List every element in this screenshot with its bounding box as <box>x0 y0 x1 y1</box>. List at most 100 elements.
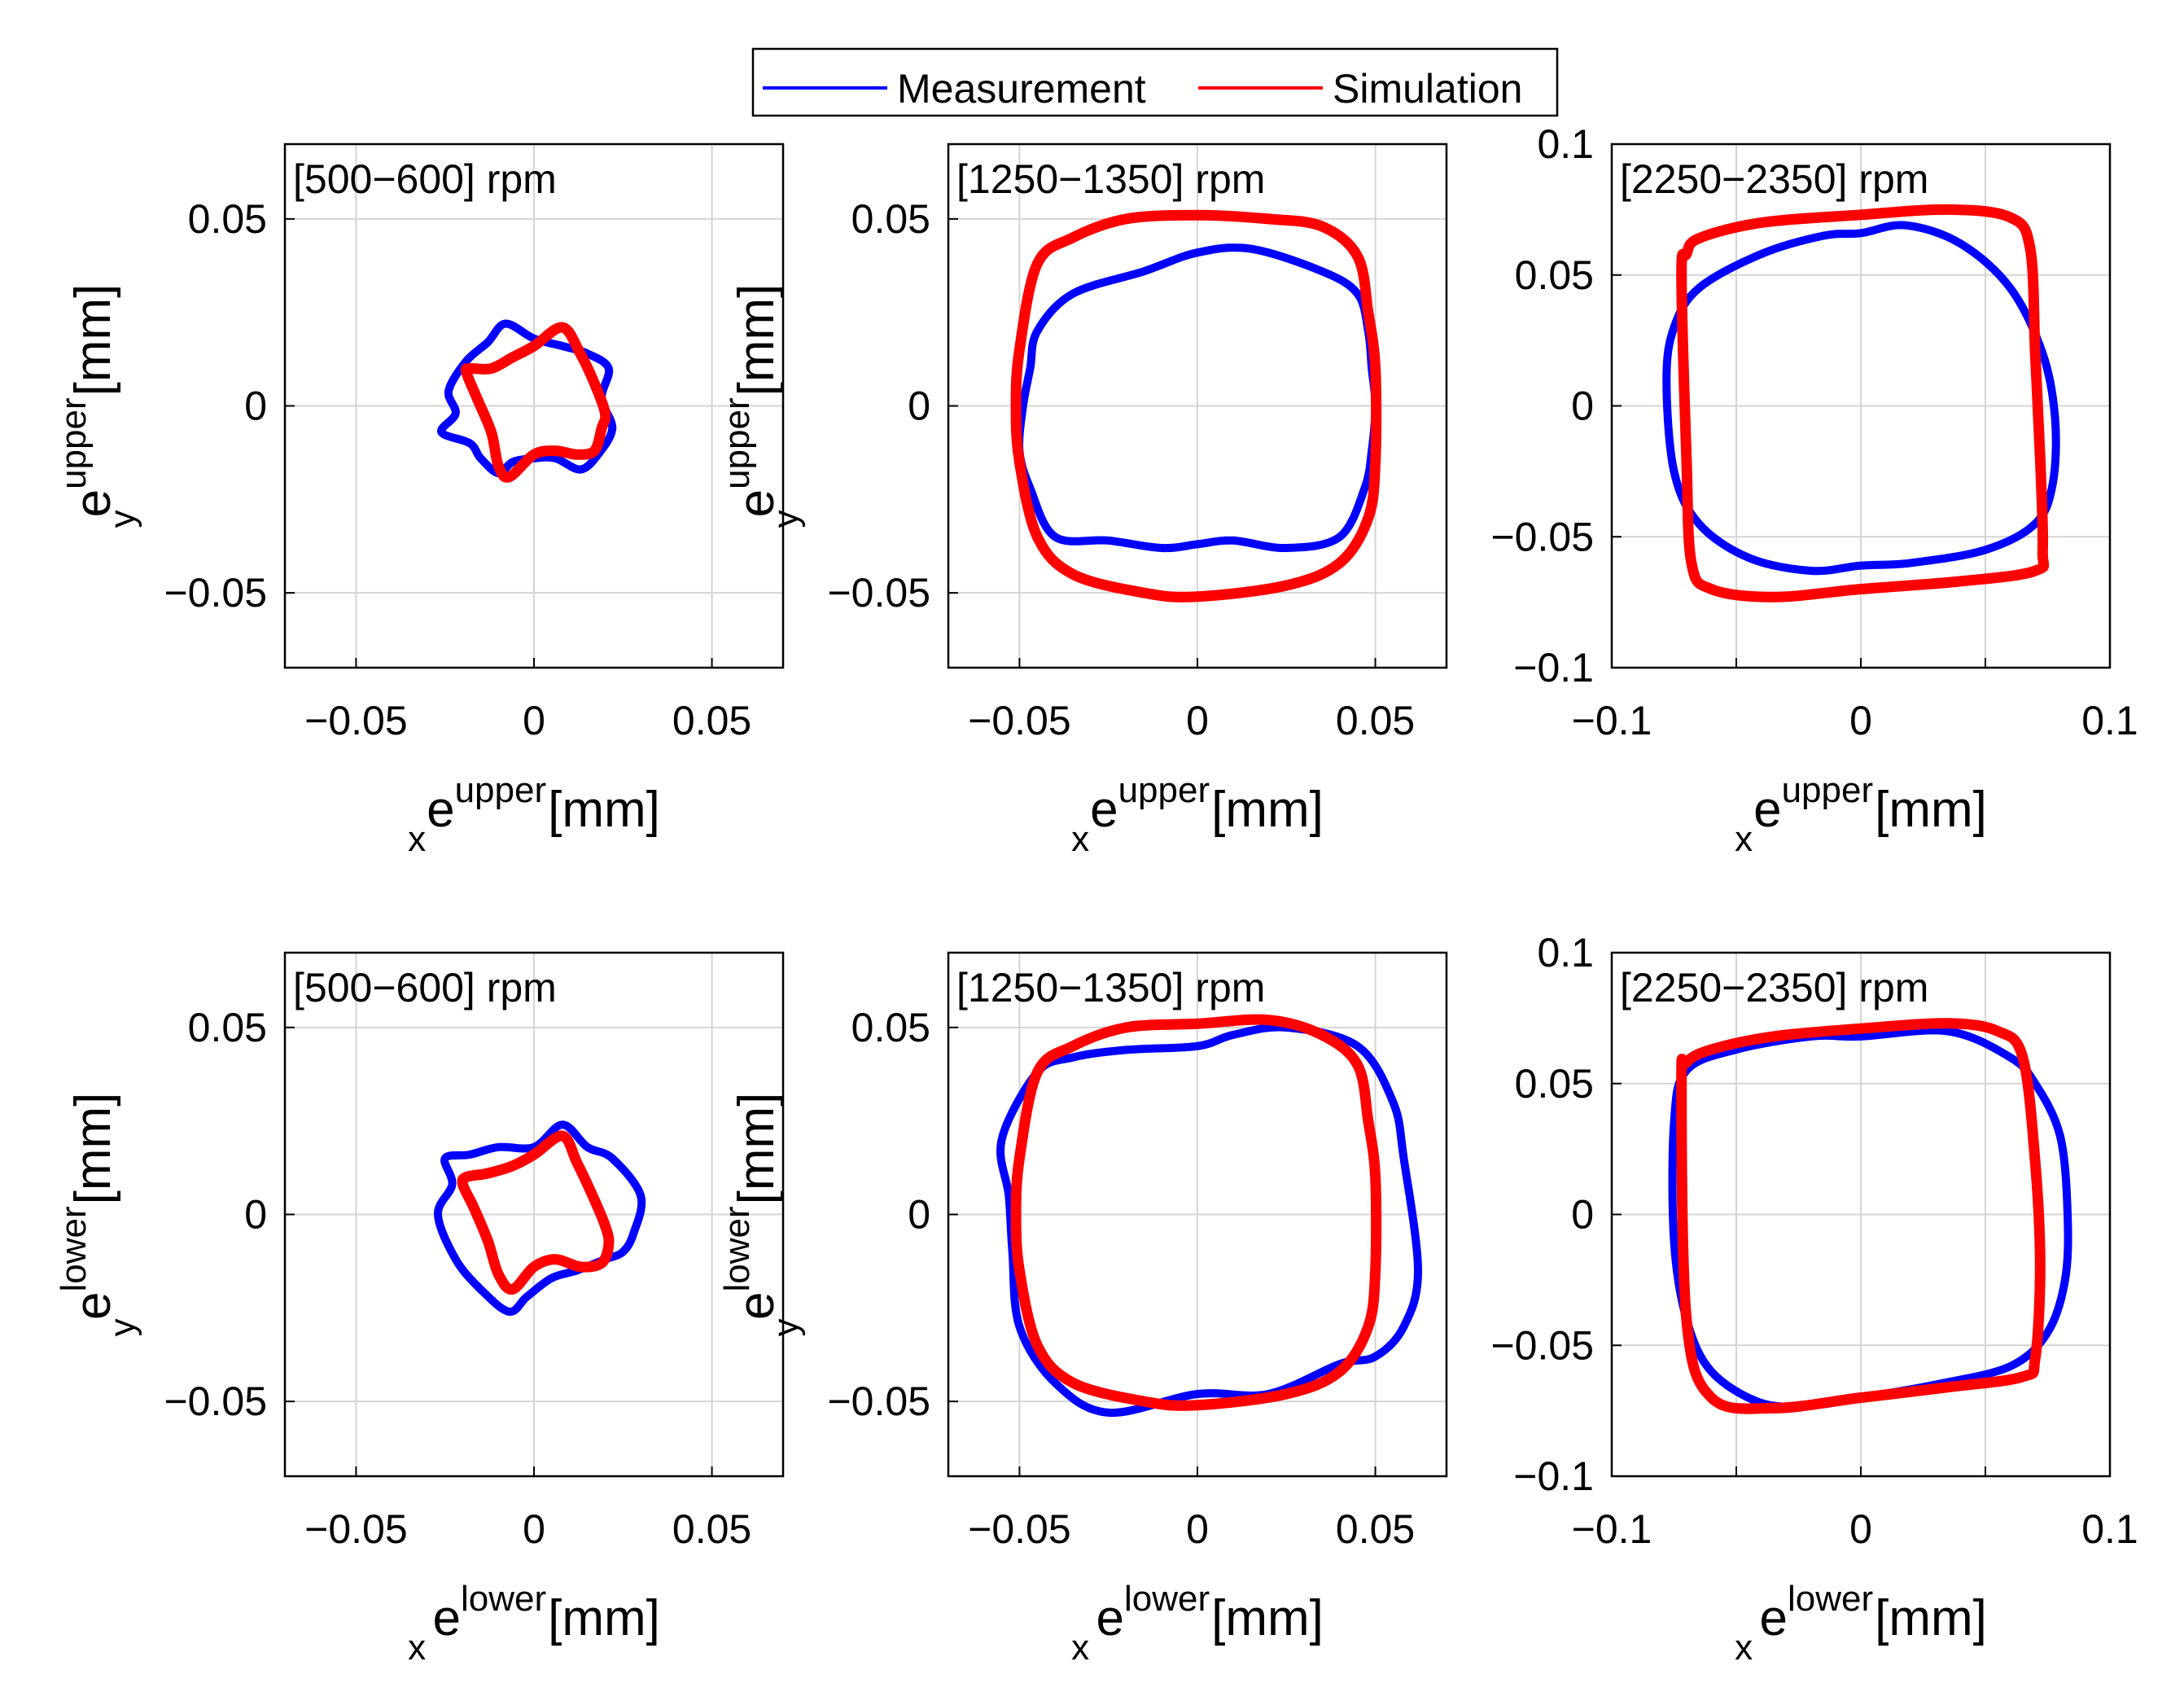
x-tick-label: 0 <box>523 1506 545 1552</box>
y-tick-label: 0 <box>1571 1192 1594 1238</box>
x-axis-label: elower x [mm] <box>1071 1579 1324 1668</box>
measurement-curve <box>1662 221 2060 576</box>
y-axis-label-base: e <box>729 489 785 517</box>
panel-title: [2250−2350] rpm <box>1620 965 1928 1010</box>
y-tick-label: −0.05 <box>164 570 267 616</box>
y-tick-label: 0 <box>244 384 267 429</box>
x-tick-label: 0.05 <box>1336 698 1415 743</box>
x-axis-label-base: e <box>432 1590 460 1646</box>
legend-box <box>751 47 1559 117</box>
y-tick-label: −0.1 <box>1513 1453 1594 1499</box>
x-axis-label-sup: upper <box>1782 770 1874 810</box>
y-tick-label: 0 <box>244 1192 267 1238</box>
y-axis-label-sup: lower <box>717 1206 757 1291</box>
y-axis-label-unit: [mm] <box>65 284 121 397</box>
plot-frame <box>1610 142 2112 669</box>
panel-title: [1250−1350] rpm <box>956 965 1265 1010</box>
x-axis-label: elower x [mm] <box>408 1579 660 1668</box>
panel-upper-3: −0.1 0 0.1 −0.1 −0.05 0 0.05 0.1 [2250−2350] rpm… <box>1490 121 2138 859</box>
x-axis-label-base: e <box>427 782 454 838</box>
x-axis-label-sup: lower <box>1124 1579 1210 1619</box>
x-tick-label: −0.1 <box>1572 1506 1652 1552</box>
panel-title: [2250−2350] rpm <box>1620 156 1928 202</box>
measurement-curve <box>437 319 617 478</box>
x-tick-label: −0.05 <box>304 698 408 743</box>
y-axis-label-sup: upper <box>717 397 757 489</box>
x-tick-label: 0 <box>1849 1506 1872 1552</box>
y-tick-label: 0 <box>908 1192 930 1238</box>
x-axis-label-sup: lower <box>461 1579 546 1619</box>
x-axis-label-base: e <box>1759 1590 1787 1646</box>
y-axis-label-base: e <box>729 1292 785 1320</box>
y-axis-label: eupper y [mm] <box>54 284 142 528</box>
x-axis-label-sub: x <box>1071 819 1089 859</box>
legend-simulation-label: Simulation <box>1333 66 1522 112</box>
x-tick-label: 0.1 <box>2081 1506 2138 1552</box>
x-axis-label: eupper x [mm] <box>1071 770 1324 859</box>
y-tick-label: 0.05 <box>1515 1061 1594 1107</box>
y-axis-label-sub: y <box>103 1318 142 1336</box>
y-tick-label: −0.1 <box>1513 645 1594 690</box>
y-tick-label: 0.1 <box>1537 121 1594 167</box>
y-tick-label: −0.05 <box>827 1379 930 1424</box>
y-tick-label: 0.05 <box>1515 252 1594 298</box>
y-tick-label: 0.05 <box>851 196 930 242</box>
x-tick-label: −0.05 <box>968 698 1071 743</box>
y-tick-label: −0.05 <box>1490 514 1594 559</box>
y-axis-label-unit: [mm] <box>65 1093 121 1205</box>
x-axis-label-sup: upper <box>1118 770 1210 810</box>
x-axis-label-unit: [mm] <box>1875 1590 1987 1646</box>
panel-title: [500−600] rpm <box>293 156 557 202</box>
y-axis-label-unit: [mm] <box>729 1093 785 1205</box>
x-tick-label: 0.05 <box>672 1506 751 1552</box>
x-axis-label-unit: [mm] <box>548 1590 660 1646</box>
simulation-curve <box>1676 204 2050 603</box>
y-tick-label: −0.05 <box>827 570 930 616</box>
y-axis-label-unit: [mm] <box>729 284 785 397</box>
x-axis-label-base: e <box>1753 782 1781 838</box>
simulation-curve <box>460 322 611 483</box>
y-tick-label: 0.1 <box>1537 930 1594 975</box>
x-tick-label: −0.05 <box>968 1506 1071 1552</box>
y-tick-label: −0.05 <box>1490 1322 1594 1368</box>
x-axis-label-sup: lower <box>1788 1579 1873 1619</box>
simulation-curve <box>1010 209 1382 603</box>
plot-frame <box>1610 951 2112 1478</box>
plot-frame <box>283 142 785 669</box>
x-tick-label: 0 <box>1849 698 1872 743</box>
x-tick-label: 0 <box>1186 1506 1209 1552</box>
x-axis-label: elower x [mm] <box>1735 1579 1987 1668</box>
y-tick-label: 0.05 <box>188 1005 267 1050</box>
x-axis-label: eupper x [mm] <box>408 770 660 859</box>
measurement-curve <box>434 1120 646 1316</box>
y-tick-label: 0 <box>908 384 930 429</box>
x-axis-label-unit: [mm] <box>548 782 660 838</box>
plot-frame <box>283 951 785 1478</box>
y-tick-label: 0.05 <box>188 196 267 242</box>
y-axis-label-base: e <box>65 489 121 517</box>
x-tick-label: 0.05 <box>1336 1506 1415 1552</box>
simulation-curve <box>1676 1018 2046 1414</box>
x-axis-label-unit: [mm] <box>1211 782 1324 838</box>
measurement-curve <box>996 1023 1422 1417</box>
y-axis-label-sup: lower <box>54 1206 94 1291</box>
y-axis-label-sub: y <box>766 1318 806 1336</box>
simulation-curve <box>457 1130 615 1295</box>
x-tick-label: −0.05 <box>304 1506 408 1552</box>
panel-title: [500−600] rpm <box>293 965 557 1010</box>
y-axis-label: elower y [mm] <box>54 1093 142 1337</box>
simulation-curve <box>1010 1014 1382 1411</box>
y-tick-label: 0 <box>1571 384 1594 429</box>
panel-lower-3: −0.1 0 0.1 −0.1 −0.05 0 0.05 0.1 [2250−2350] rpm… <box>1490 930 2138 1668</box>
x-axis-label-base: e <box>1096 1590 1123 1646</box>
x-axis-label-sub: x <box>1735 819 1753 859</box>
x-axis-label-base: e <box>1090 782 1118 838</box>
legend: Measurement Simulation <box>751 47 1559 117</box>
x-tick-label: 0 <box>1186 698 1209 743</box>
y-axis-label: eupper y [mm] <box>717 284 806 528</box>
